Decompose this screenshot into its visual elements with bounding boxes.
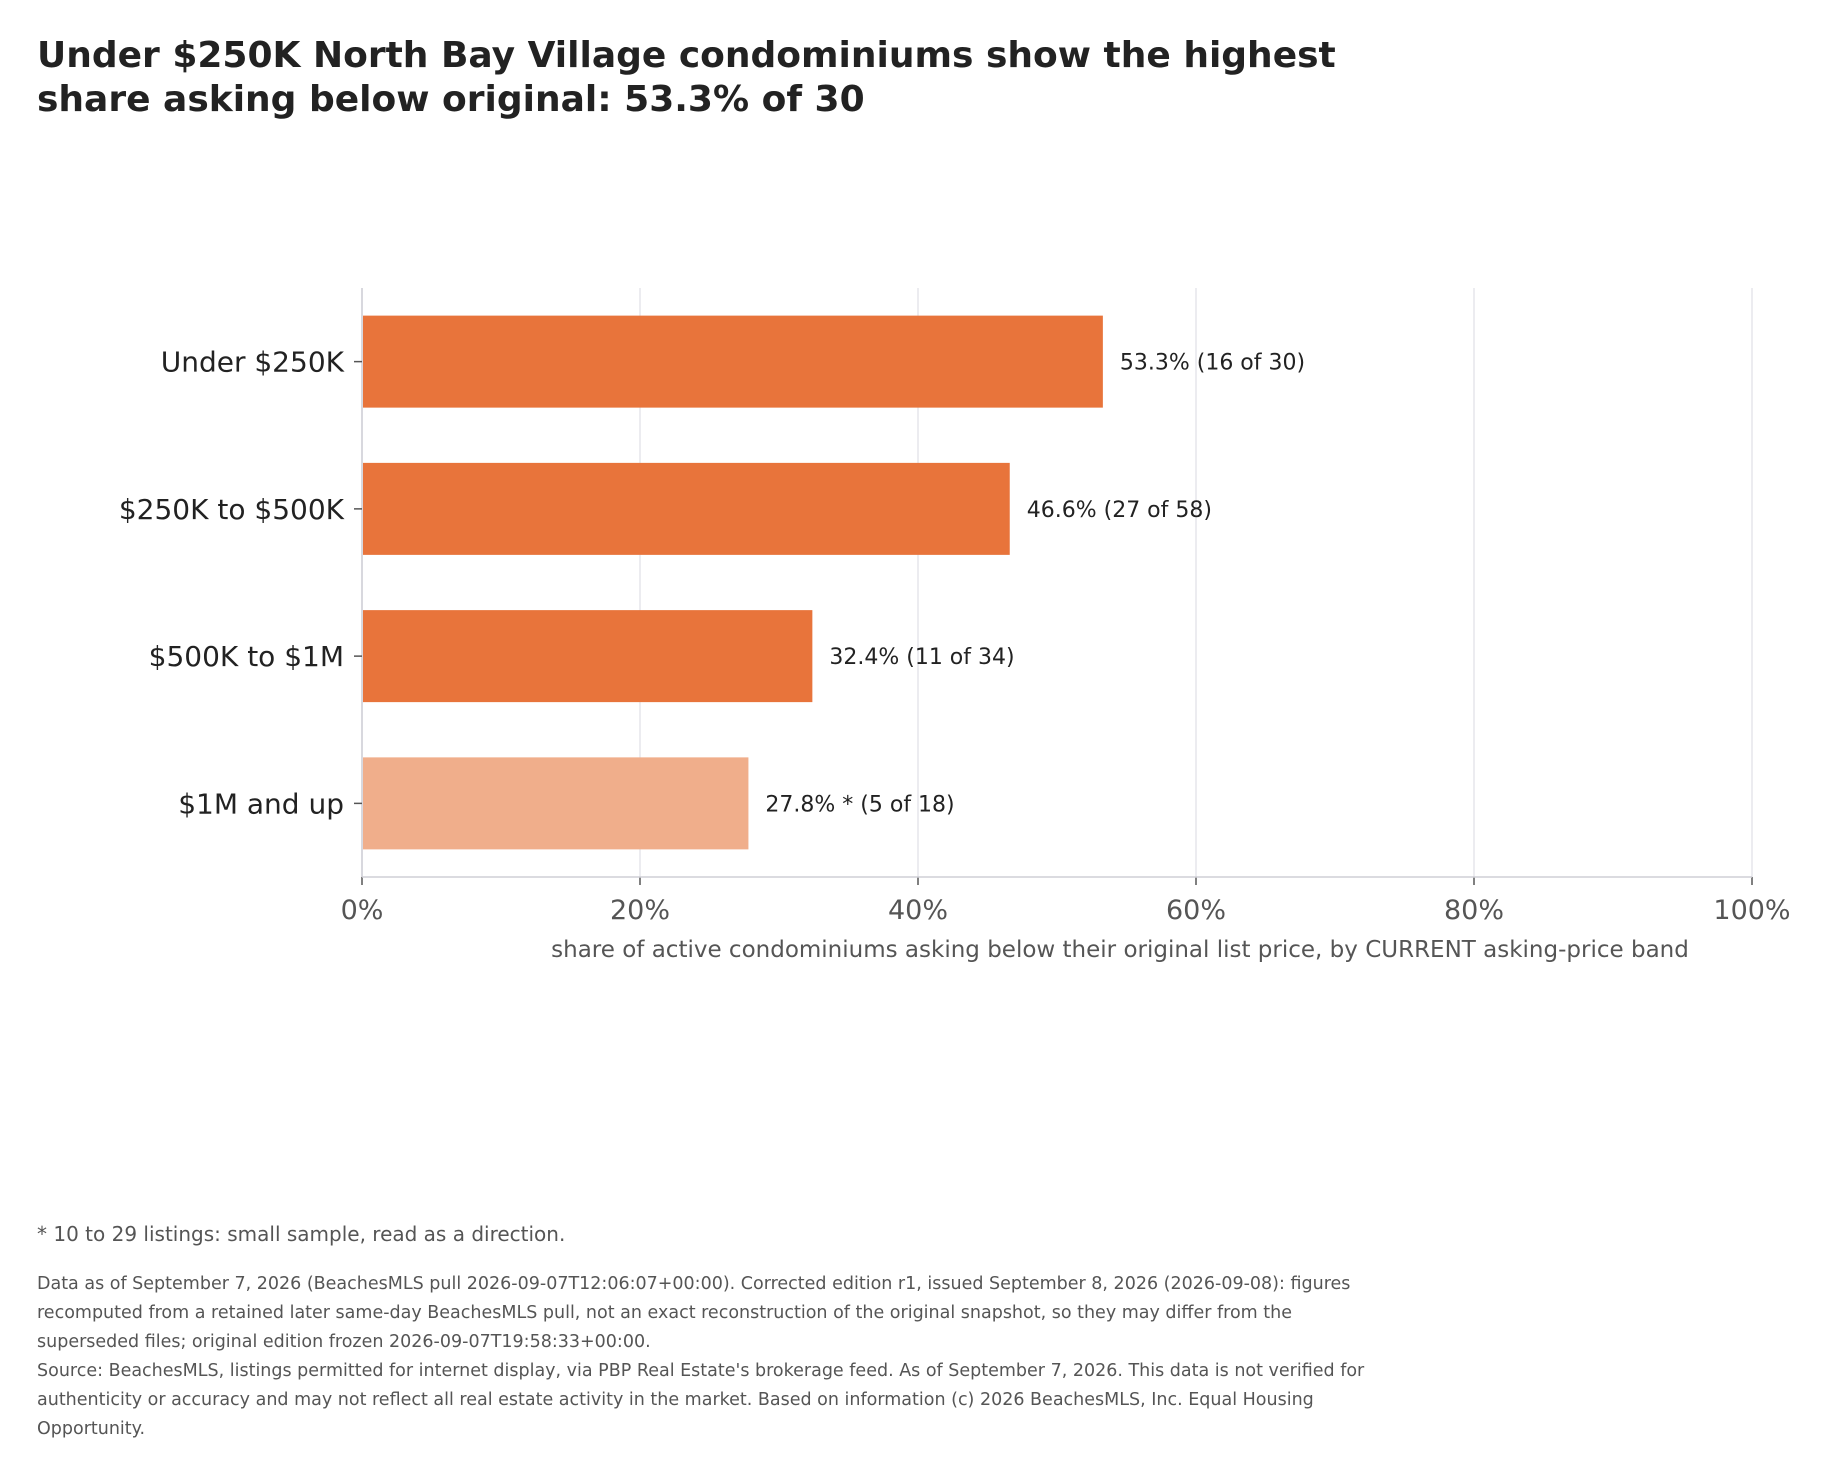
category-label: $1M and up xyxy=(178,787,344,820)
category-label: $250K to $500K xyxy=(119,493,345,526)
bar-chart: 53.3% (16 of 30) 46.6% (27 of 58) 32.4% (1… xyxy=(119,288,1791,963)
x-tick-label: 100% xyxy=(1713,895,1790,926)
source-note: Source: BeachesMLS, listings permitted f… xyxy=(37,1361,1365,1439)
x-tick-label: 0% xyxy=(341,895,384,926)
chart-title: Under $250K North Bay Village condominiu… xyxy=(37,35,1336,120)
bar xyxy=(363,757,749,850)
source-notes: Data as of September 7, 2026 (BeachesMLS… xyxy=(37,1270,1377,1444)
bar xyxy=(363,462,1010,555)
data-as-of-note: Data as of September 7, 2026 (BeachesMLS… xyxy=(37,1274,1351,1352)
x-tick-label: 40% xyxy=(888,895,948,926)
data-label: 46.6% (27 of 58) xyxy=(1027,498,1212,523)
data-label: 32.4% (11 of 34) xyxy=(829,645,1014,670)
x-tick-label: 20% xyxy=(610,895,670,926)
data-label: 53.3% (16 of 30) xyxy=(1120,351,1305,376)
x-tick-label: 60% xyxy=(1166,895,1226,926)
category-label: Under $250K xyxy=(161,346,345,379)
bars: 53.3% (16 of 30) 46.6% (27 of 58) 32.4% (1… xyxy=(363,315,1305,850)
axes: 0% 20% 40% 60% 80% 100% Under $250K $250K to $5… xyxy=(119,288,1791,926)
bar xyxy=(363,610,813,703)
bar xyxy=(363,315,1103,408)
x-axis-title: share of active condominiums asking belo… xyxy=(551,937,1689,963)
category-label: $500K to $1M xyxy=(149,640,344,673)
x-tick-label: 80% xyxy=(1444,895,1504,926)
data-label: 27.8% * (5 of 18) xyxy=(765,792,954,817)
small-sample-footnote: * 10 to 29 listings: small sample, read … xyxy=(37,1222,566,1246)
